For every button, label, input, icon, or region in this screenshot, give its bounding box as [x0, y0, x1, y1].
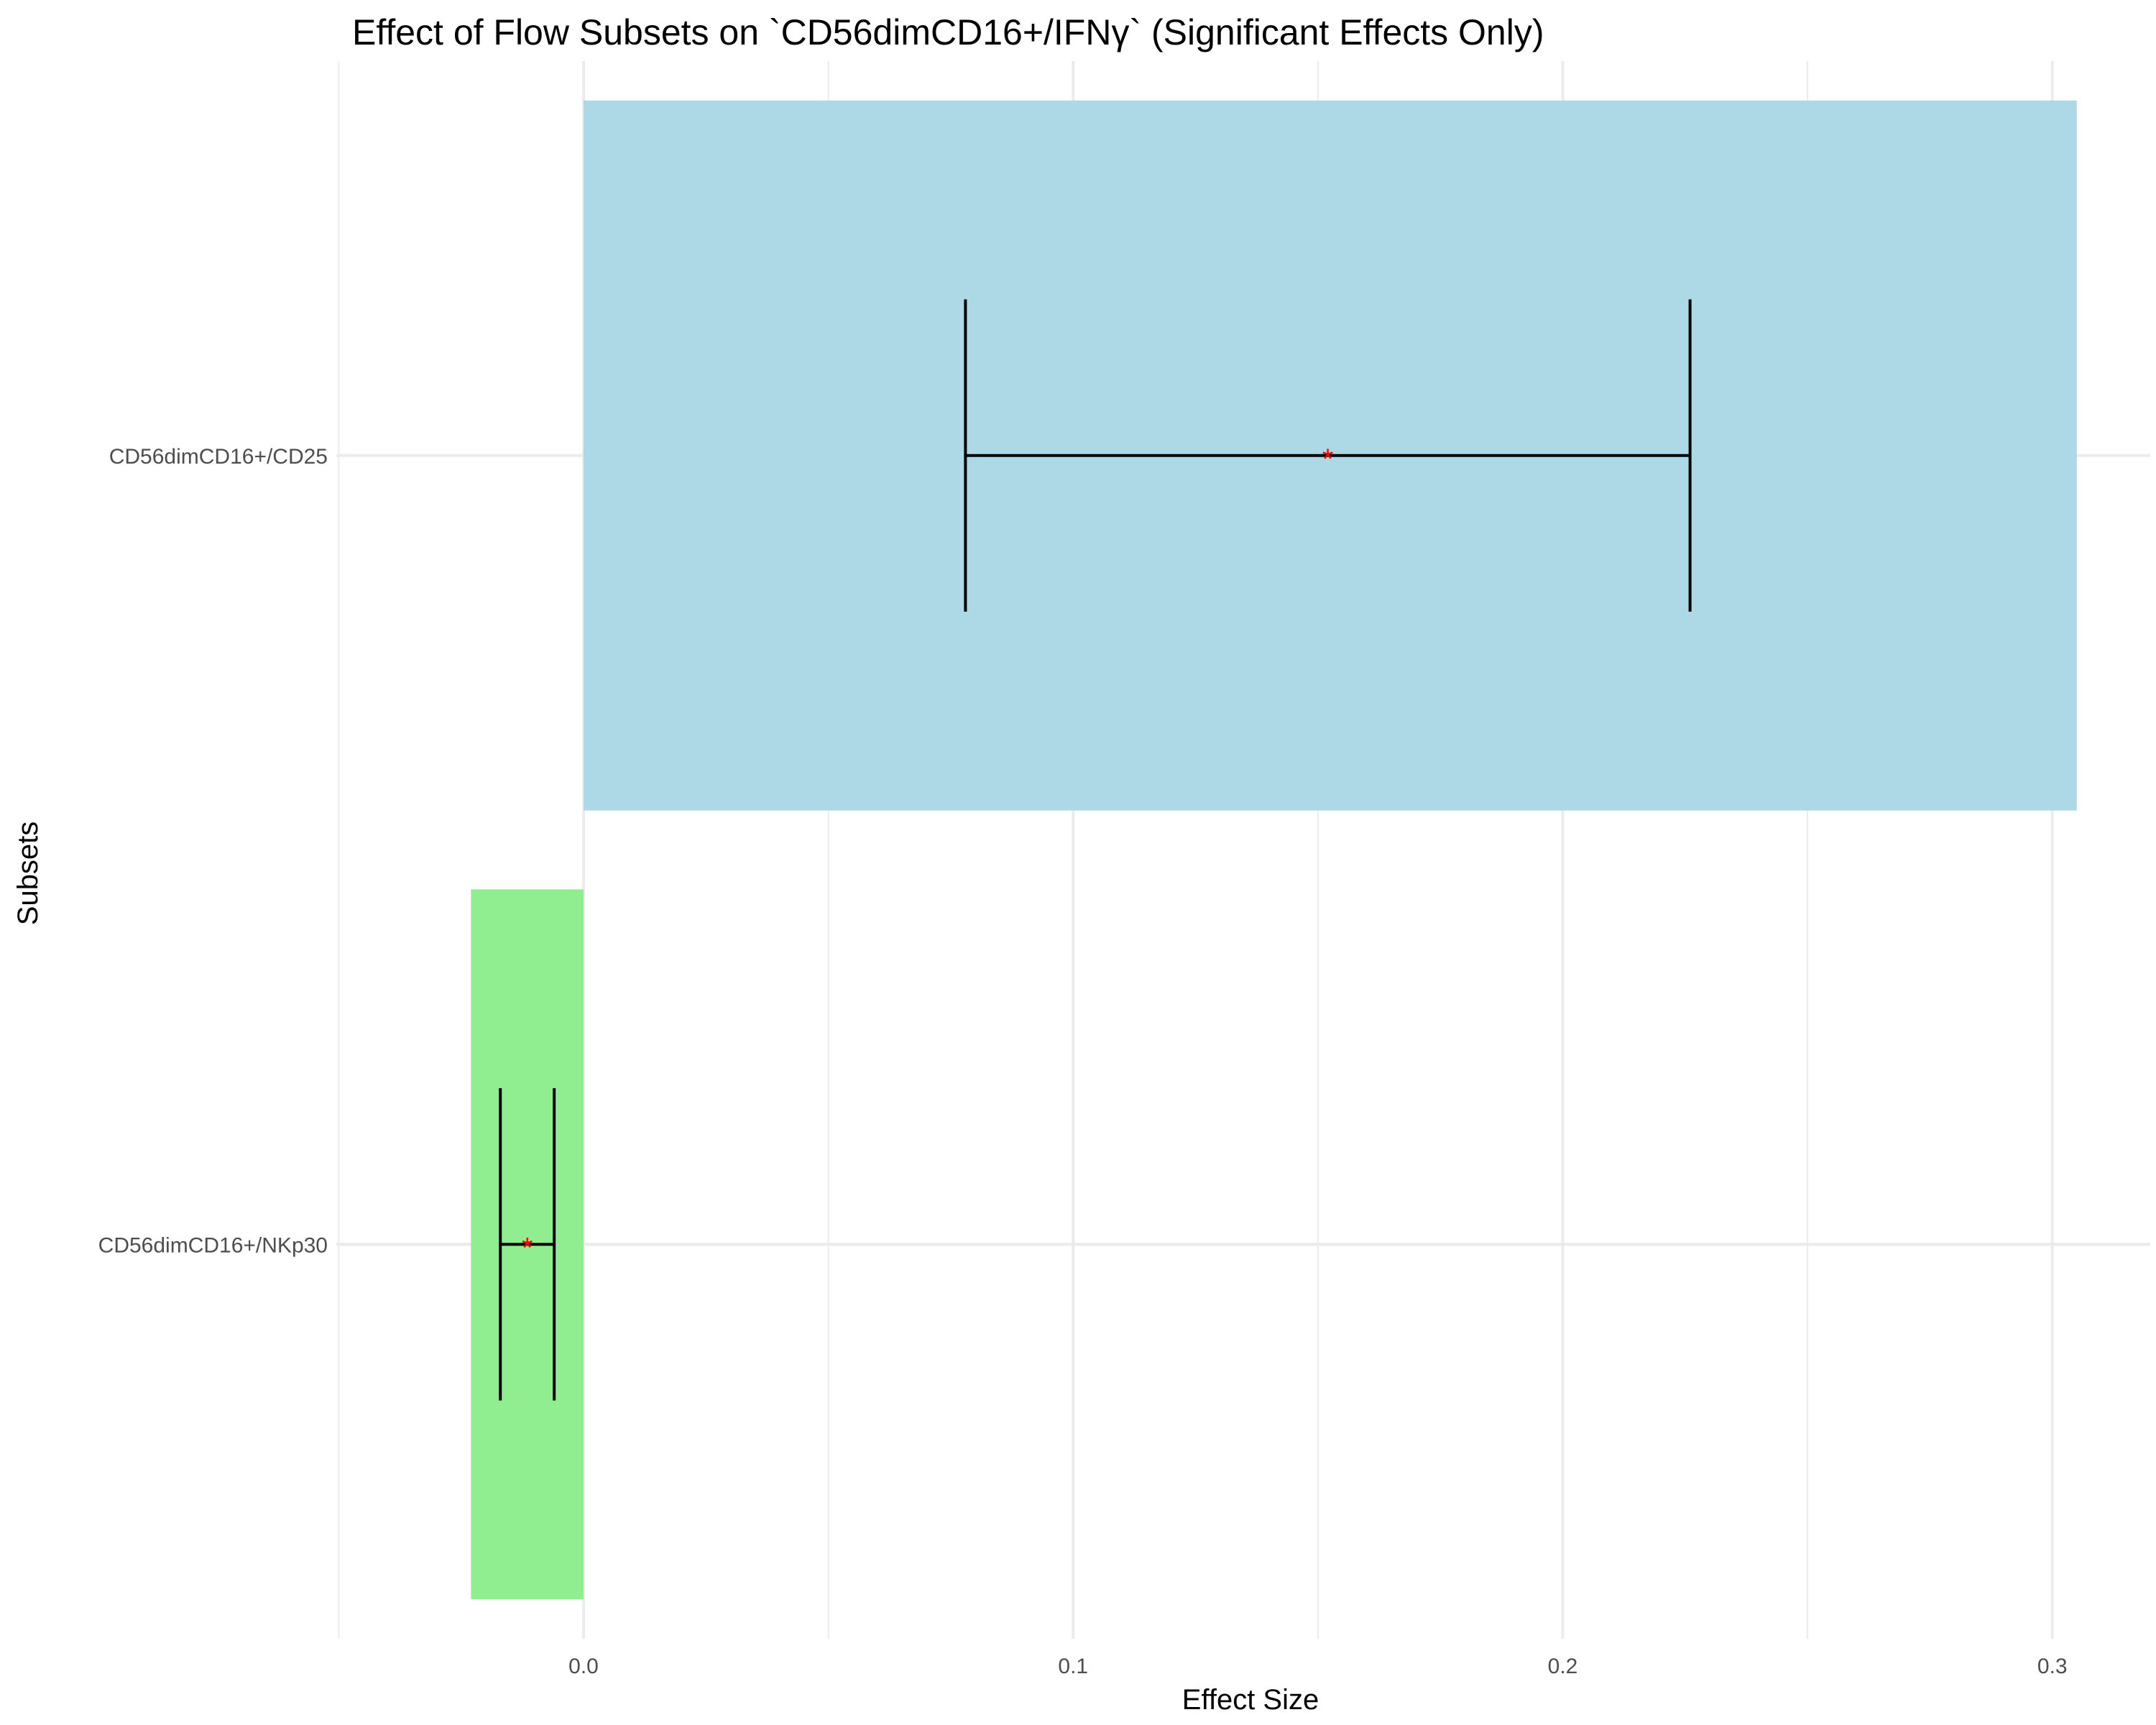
chart-title: Effect of Flow Subsets on `CD56dimCD16+/… [352, 12, 1544, 52]
x-axis-title: Effect Size [1182, 1684, 1319, 1716]
y-tick-label: CD56dimCD16+/CD25 [109, 445, 328, 469]
significance-star: * [522, 1232, 533, 1264]
x-tick-label: 0.3 [2037, 1655, 2068, 1678]
x-tick-label: 0.1 [1058, 1655, 1088, 1678]
bars [471, 100, 2077, 1600]
y-tick-label: CD56dimCD16+/NKp30 [98, 1233, 328, 1257]
x-tick-label: 0.2 [1548, 1655, 1578, 1678]
significance-markers: ** [522, 443, 1333, 1264]
significance-star: * [1322, 443, 1334, 475]
error-bars [499, 299, 1692, 1401]
x-tick-label: 0.0 [568, 1655, 599, 1678]
tick-labels: 0.0 0.1 0.2 0.3 CD56dimCD16+/CD25 CD56dimCD16… [98, 445, 2068, 1678]
y-axis-title: Subsets [12, 822, 44, 926]
